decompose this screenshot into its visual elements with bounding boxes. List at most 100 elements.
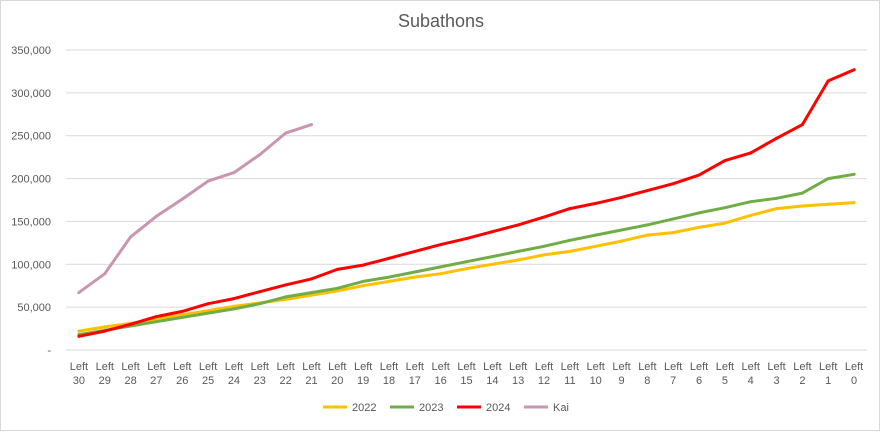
x-tick-label: Left 19 <box>354 361 372 387</box>
x-tick-label: Left 7 <box>664 361 682 387</box>
data-point <box>465 237 468 241</box>
data-point <box>697 173 701 177</box>
x-tick-label: Left 24 <box>225 361 243 387</box>
data-point <box>826 79 830 83</box>
data-point <box>465 260 468 264</box>
data-point <box>620 228 624 232</box>
data-point <box>129 235 133 239</box>
chart-title: Subathons <box>398 11 484 31</box>
y-tick-label: 250,000 <box>11 131 51 143</box>
x-tick-label: Left 10 <box>587 361 605 387</box>
data-point <box>542 244 546 248</box>
data-point <box>154 317 158 321</box>
data-point <box>387 279 391 283</box>
series-line-2023 <box>77 172 856 337</box>
y-tick-label: 100,000 <box>11 259 51 271</box>
data-point <box>852 172 856 176</box>
data-point <box>387 256 391 260</box>
data-point <box>775 196 779 200</box>
data-point <box>103 329 107 333</box>
data-point <box>439 265 443 269</box>
data-point <box>361 279 365 283</box>
data-point <box>542 215 546 219</box>
data-point <box>594 233 598 237</box>
data-point <box>439 243 443 247</box>
data-point <box>180 309 184 313</box>
legend-label: 2024 <box>486 402 510 414</box>
data-point <box>413 270 417 274</box>
legend-label: 2022 <box>352 402 376 414</box>
data-point <box>568 207 572 211</box>
data-point <box>439 272 443 276</box>
data-point <box>645 189 649 193</box>
data-point <box>387 275 391 279</box>
x-tick-label: Left 1 <box>819 361 837 387</box>
data-point <box>800 123 804 127</box>
data-point <box>335 289 339 293</box>
data-point <box>129 322 133 326</box>
x-tick-label: Left 29 <box>96 361 114 387</box>
data-point <box>413 249 417 253</box>
data-point <box>542 253 546 257</box>
data-point <box>749 213 753 217</box>
data-point <box>568 238 572 242</box>
data-point <box>154 315 158 319</box>
x-tick-label: Left 12 <box>535 361 553 387</box>
data-point <box>335 267 339 271</box>
x-tick-label: Left 25 <box>199 361 217 387</box>
data-point <box>516 249 520 253</box>
data-point <box>206 311 210 315</box>
x-tick-label: Left 27 <box>147 361 165 387</box>
x-tick-label: Left 28 <box>121 361 139 387</box>
data-point <box>103 272 107 276</box>
data-point <box>232 297 236 301</box>
x-tick-label: Left 21 <box>302 361 320 387</box>
data-point <box>620 195 624 199</box>
y-tick-label: 50,000 <box>17 302 51 314</box>
data-point <box>284 295 288 299</box>
data-point <box>826 177 830 181</box>
data-point <box>206 309 210 313</box>
y-tick-label: 200,000 <box>11 174 51 186</box>
data-point <box>775 207 779 211</box>
data-point <box>800 191 804 195</box>
data-point <box>620 239 624 243</box>
y-tick-label: - <box>47 345 51 357</box>
series-line-2024 <box>77 68 856 338</box>
x-tick-label: Left 20 <box>328 361 346 387</box>
x-tick-label: Left 14 <box>483 361 501 387</box>
data-point <box>568 249 572 253</box>
data-point <box>594 244 598 248</box>
data-point <box>258 153 262 157</box>
data-point <box>361 284 365 288</box>
data-point <box>284 283 288 287</box>
x-tick-label: Left 9 <box>612 361 630 387</box>
y-tick-label: 300,000 <box>11 88 51 100</box>
data-point <box>258 290 262 294</box>
data-point <box>749 200 753 204</box>
data-point <box>723 206 727 210</box>
data-point <box>594 201 598 205</box>
data-point <box>284 131 288 135</box>
x-tick-label: Left 23 <box>251 361 269 387</box>
data-point <box>258 302 262 306</box>
data-point <box>852 201 856 205</box>
data-point <box>232 171 236 175</box>
data-point <box>361 263 365 267</box>
x-tick-label: Left 4 <box>742 361 760 387</box>
data-point <box>671 231 675 235</box>
data-point <box>180 313 184 317</box>
data-point <box>852 68 856 72</box>
x-tick-label: Left 11 <box>561 361 579 387</box>
data-point <box>413 275 417 279</box>
data-point <box>826 202 830 206</box>
data-point <box>77 334 81 338</box>
data-point <box>723 159 727 163</box>
data-point <box>154 320 158 324</box>
data-point <box>103 325 107 329</box>
data-point <box>232 304 236 308</box>
x-tick-label: Left 13 <box>509 361 527 387</box>
x-tick-label: Left 5 <box>716 361 734 387</box>
x-tick-label: Left 22 <box>276 361 294 387</box>
